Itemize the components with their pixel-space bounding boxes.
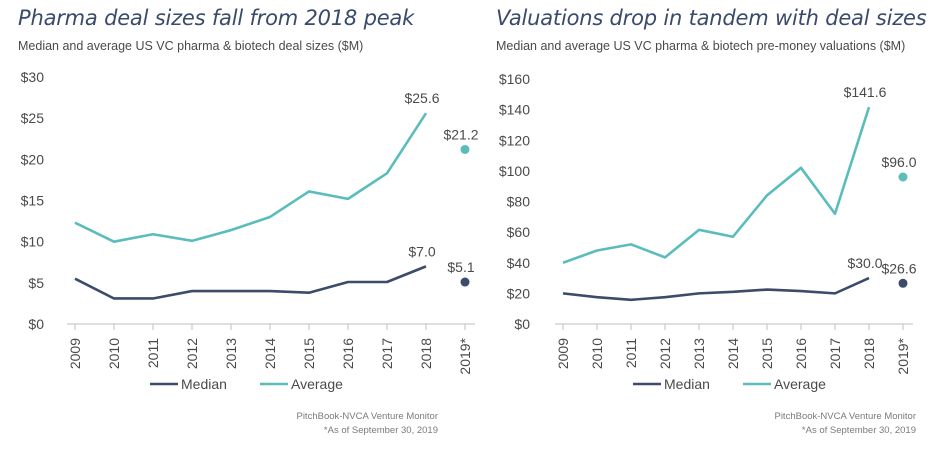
y-tick-label: $0: [28, 316, 44, 332]
series-line-average: [562, 106, 871, 264]
source-label: PitchBook-NVCA Venture Monitor: [774, 411, 916, 422]
data-label: $7.0: [408, 243, 435, 259]
deal-size-line-chart: $0 $5 $10 $15 $20 $25 $30 2009 2010 2011 2012 2013 2…: [21, 69, 479, 392]
data-label: $26.6: [881, 260, 916, 276]
y-tick-label: $80: [507, 194, 531, 210]
series-line-median: [562, 276, 870, 302]
y-tick-label: $60: [507, 224, 531, 240]
series-line-median: [74, 265, 427, 300]
y-tick-label: $20: [507, 285, 531, 301]
data-label: $25.6: [404, 90, 439, 106]
valuation-line-chart: $0 $20 $40 $60 $80 $100 $120 $140 $160 2009 2010 20…: [499, 71, 917, 392]
data-label: $21.2: [443, 126, 478, 142]
footnote: *As of September 30, 2019: [323, 425, 438, 436]
x-tick-label: 2019*: [457, 337, 473, 374]
series-line-average: [74, 112, 428, 243]
x-tick-label: 2009: [67, 338, 83, 369]
x-tick-label: 2010: [106, 338, 122, 369]
x-tick-label: 2016: [340, 338, 356, 369]
x-tick-label: 2010: [589, 338, 605, 369]
series-marker-average: [460, 144, 470, 154]
chart-subtitle: Median and average US VC pharma & biotec…: [496, 39, 906, 53]
legend-label-median: Median: [664, 376, 710, 392]
x-tick-label: 2015: [301, 338, 317, 369]
valuation-chart-panel: Valuations drop in tandem with deal size…: [478, 0, 935, 455]
x-tick-label: 2014: [725, 338, 741, 369]
legend-label-median: Median: [181, 376, 227, 392]
x-tick-label: 2013: [691, 338, 707, 369]
x-tick-label: 2018: [861, 338, 877, 369]
data-label: $5.1: [447, 259, 474, 275]
y-tick-label: $0: [514, 316, 530, 332]
x-tick-label: 2011: [623, 338, 639, 368]
y-tick-label: $140: [499, 102, 530, 118]
legend-label-average: Average: [774, 376, 826, 392]
x-tick-label: 2009: [555, 338, 571, 369]
y-tick-label: $30: [21, 69, 45, 85]
series-marker-median: [460, 277, 470, 287]
legend-label-average: Average: [291, 376, 343, 392]
source-label: PitchBook-NVCA Venture Monitor: [296, 411, 438, 422]
footnote: *As of September 30, 2019: [801, 425, 916, 436]
y-tick-label: $20: [21, 151, 45, 167]
y-tick-label: $15: [21, 193, 45, 209]
chart-source: PitchBook-NVCA Venture Monitor *As of Se…: [774, 410, 916, 438]
data-label: $30.0: [847, 255, 882, 271]
x-tick-label: 2013: [223, 338, 239, 369]
x-tick-label: 2012: [657, 338, 673, 369]
y-tick-label: $25: [21, 110, 45, 126]
y-tick-label: $5: [28, 275, 44, 291]
y-tick-label: $10: [21, 234, 45, 250]
x-tick-label: 2017: [827, 338, 843, 369]
data-label: $141.6: [844, 84, 887, 100]
chart-subtitle: Median and average US VC pharma & biotec…: [18, 39, 364, 53]
data-label: $96.0: [881, 154, 916, 170]
y-tick-label: $100: [499, 163, 530, 179]
x-tick-label: 2011: [145, 338, 161, 368]
x-tick-label: 2018: [418, 338, 434, 369]
chart-title: Valuations drop in tandem with deal size…: [496, 6, 927, 30]
series-marker-median: [898, 278, 908, 288]
chart-title: Pharma deal sizes fall from 2018 peak: [18, 6, 415, 30]
x-tick-label: 2012: [184, 338, 200, 369]
x-tick-label: 2016: [793, 338, 809, 369]
x-tick-label: 2015: [759, 338, 775, 369]
series-marker-average: [898, 172, 908, 182]
x-tick-label: 2014: [262, 338, 278, 369]
chart-source: PitchBook-NVCA Venture Monitor *As of Se…: [296, 410, 438, 438]
y-tick-label: $120: [499, 132, 530, 148]
y-tick-label: $160: [499, 71, 530, 87]
y-tick-label: $40: [507, 255, 531, 271]
x-tick-label: 2019*: [895, 337, 911, 374]
deal-size-chart-panel: Pharma deal sizes fall from 2018 peak Me…: [0, 0, 479, 455]
x-tick-label: 2017: [379, 338, 395, 369]
